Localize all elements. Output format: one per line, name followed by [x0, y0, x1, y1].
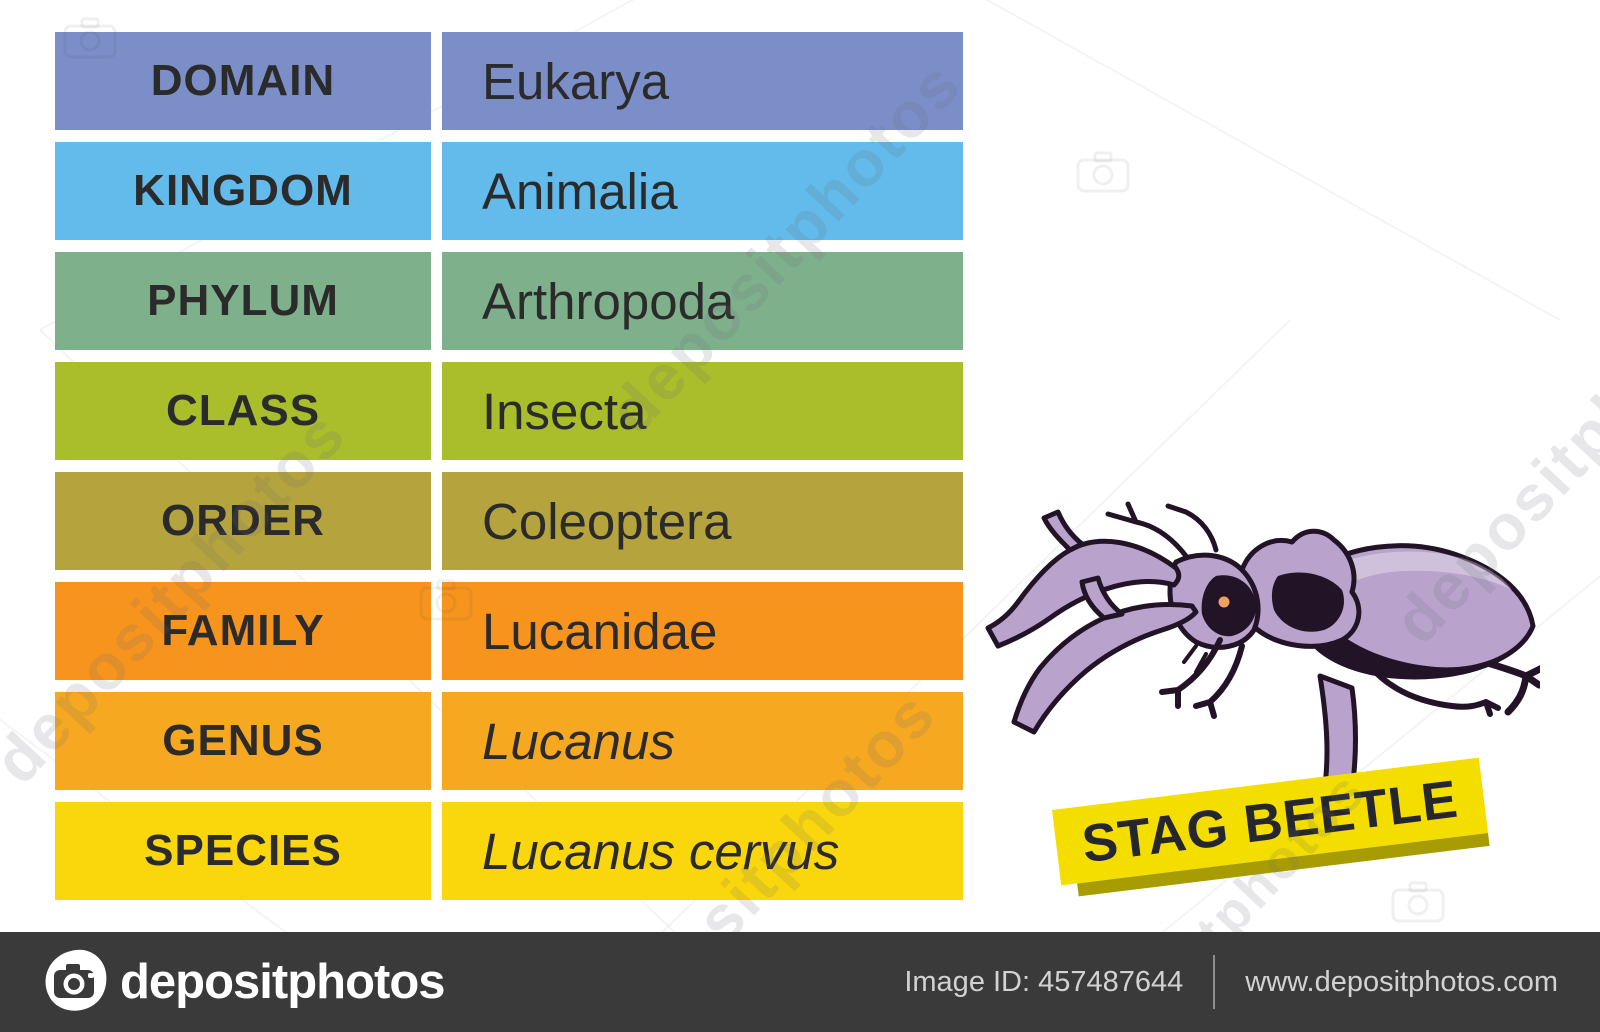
rank-value: Lucanus [442, 692, 963, 790]
rank-value: Arthropoda [442, 252, 963, 350]
table-row-class: CLASS Insecta [55, 362, 963, 460]
rank-value: Insecta [442, 362, 963, 460]
depositphotos-camera-logo-icon [45, 949, 107, 1011]
rank-value: Lucanidae [442, 582, 963, 680]
stag-beetle-illustration [985, 501, 1540, 807]
table-row-phylum: PHYLUM Arthropoda [55, 252, 963, 350]
camera-watermark-icon [1076, 151, 1130, 193]
rank-value: Lucanus cervus [442, 802, 963, 900]
watermark-footer-bar: depositphotos Image ID: 457487644 www.de… [0, 932, 1600, 1032]
depositphotos-brand: depositphotos [40, 946, 446, 1018]
footer-divider [1213, 955, 1216, 1009]
rank-label: KINGDOM [55, 142, 431, 240]
rank-label: DOMAIN [55, 32, 431, 130]
table-row-domain: DOMAIN Eukarya [55, 32, 963, 130]
rank-label: SPECIES [55, 802, 431, 900]
table-row-order: ORDER Coleoptera [55, 472, 963, 570]
rank-label: PHYLUM [55, 252, 431, 350]
table-row-family: FAMILY Lucanidae [55, 582, 963, 680]
table-row-genus: GENUS Lucanus [55, 692, 963, 790]
website-text: www.depositphotos.com [1245, 965, 1558, 998]
table-row-kingdom: KINGDOM Animalia [55, 142, 963, 240]
rank-label: ORDER [55, 472, 431, 570]
rank-value: Coleoptera [442, 472, 963, 570]
taxonomy-table: DOMAIN Eukarya KINGDOM Animalia PHYLUM A… [55, 32, 963, 900]
rank-value: Eukarya [442, 32, 963, 130]
image-id-text: Image ID: 457487644 [904, 965, 1184, 998]
depositphotos-logo-text: depositphotos [120, 955, 446, 1009]
rank-value: Animalia [442, 142, 963, 240]
rank-label: FAMILY [55, 582, 431, 680]
rank-label: GENUS [55, 692, 431, 790]
footer-meta: Image ID: 457487644 www.depositphotos.co… [904, 955, 1558, 1009]
rank-label: CLASS [55, 362, 431, 460]
table-row-species: SPECIES Lucanus cervus [55, 802, 963, 900]
